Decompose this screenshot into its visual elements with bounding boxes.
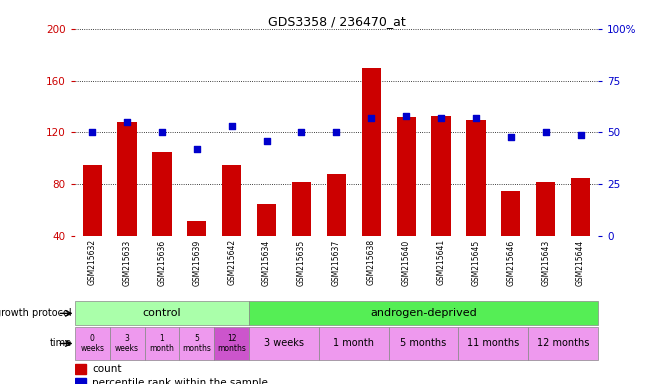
Bar [144,327,179,360]
Point [436,115,446,121]
Point [471,115,481,121]
Bar [327,174,346,288]
Bar [214,327,249,360]
Point [401,113,411,119]
Text: control: control [142,308,181,318]
Text: 3
weeks: 3 weeks [115,334,139,353]
Text: 3 weeks: 3 weeks [264,338,304,349]
Bar [292,182,311,288]
Point [261,138,272,144]
Text: GSM215637: GSM215637 [332,239,341,286]
Bar [75,364,86,374]
Text: GSM215634: GSM215634 [262,239,271,286]
Bar [396,117,416,288]
Text: 12 months: 12 months [537,338,590,349]
Text: androgen-deprived: androgen-deprived [370,308,477,318]
Text: 5
months: 5 months [183,334,211,353]
Text: GSM215632: GSM215632 [88,239,97,285]
Text: 5 months: 5 months [400,338,447,349]
Point [226,123,237,129]
Text: GSM215635: GSM215635 [297,239,306,286]
Text: count: count [92,364,122,374]
Bar [249,301,598,325]
Text: GSM215644: GSM215644 [576,239,585,286]
Bar [571,178,590,288]
Text: GSM215633: GSM215633 [123,239,131,286]
Bar [75,327,110,360]
Point [157,129,167,136]
Bar [528,327,598,360]
Text: GSM215643: GSM215643 [541,239,550,286]
Bar [152,152,172,288]
Bar [179,327,214,360]
Text: GSM215636: GSM215636 [157,239,166,286]
Bar [319,327,389,360]
Point [575,131,586,137]
Bar [458,327,528,360]
Bar [222,165,241,288]
Text: 12
months: 12 months [217,334,246,353]
Point [331,129,342,136]
Bar [75,378,86,384]
Text: percentile rank within the sample: percentile rank within the sample [92,377,268,384]
Point [366,115,376,121]
Title: GDS3358 / 236470_at: GDS3358 / 236470_at [268,15,405,28]
Bar [536,182,555,288]
Text: 1 month: 1 month [333,338,374,349]
Text: 11 months: 11 months [467,338,519,349]
Bar [110,327,144,360]
Bar [257,204,276,288]
Point [192,146,202,152]
Bar [361,68,381,288]
Text: GSM215645: GSM215645 [471,239,480,286]
Text: GSM215646: GSM215646 [506,239,515,286]
Bar [249,327,319,360]
Point [87,129,98,136]
Bar [466,119,486,288]
Bar [83,165,102,288]
Bar [389,327,458,360]
Text: GSM215642: GSM215642 [227,239,236,285]
Text: GSM215640: GSM215640 [402,239,411,286]
Text: 1
month: 1 month [150,334,174,353]
Bar [118,122,136,288]
Text: GSM215638: GSM215638 [367,239,376,285]
Point [506,134,516,140]
Point [122,119,133,125]
Point [540,129,551,136]
Bar [187,220,207,288]
Bar [501,191,521,288]
Text: GSM215639: GSM215639 [192,239,202,286]
Point [296,129,307,136]
Text: time: time [49,338,72,349]
Bar [432,116,450,288]
Text: 0
weeks: 0 weeks [80,334,104,353]
Text: GSM215641: GSM215641 [437,239,445,285]
Text: growth protocol: growth protocol [0,308,72,318]
Bar [75,301,249,325]
